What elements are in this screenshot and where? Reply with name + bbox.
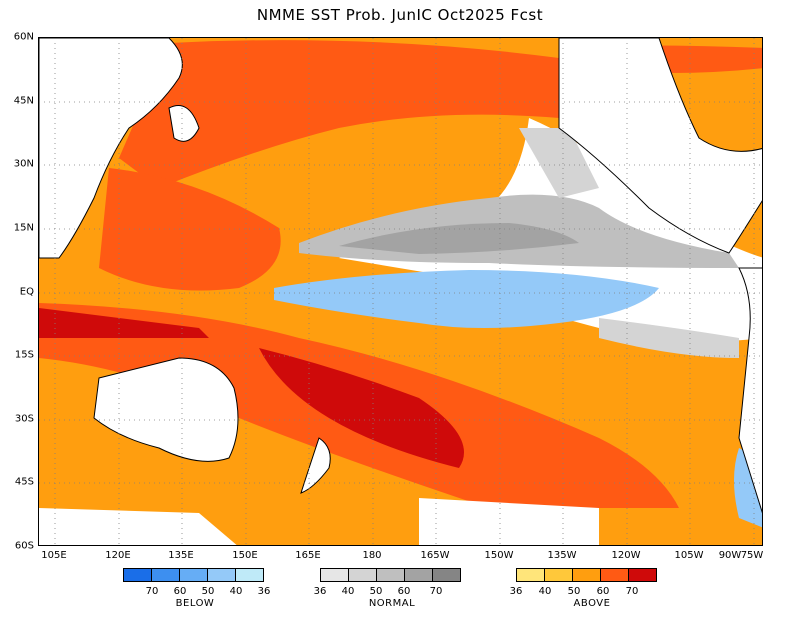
legend-normal-label: 60 <box>397 586 411 597</box>
lon-label-135w: 135W <box>547 550 577 561</box>
lon-label-135e: 135E <box>168 550 194 561</box>
legend-above-swatch <box>516 568 545 582</box>
lon-label-150w: 150W <box>484 550 514 561</box>
japan-landmass <box>168 105 200 142</box>
sst-probability-map <box>38 37 763 546</box>
map-title: NMME SST Prob. JunIC Oct2025 Fcst <box>256 6 544 24</box>
lon-label-90w: 90W <box>718 550 742 561</box>
lon-label-180: 180 <box>362 550 382 561</box>
legend-below-swatch <box>151 568 180 582</box>
normal-40-region <box>519 128 599 198</box>
legend-below-swatch <box>207 568 236 582</box>
graticule <box>39 38 762 545</box>
southeast-normal-region <box>599 318 739 358</box>
south-america-landmass <box>738 267 762 514</box>
lat-label-45n: 45N <box>13 95 34 107</box>
legend-above-swatch <box>544 568 573 582</box>
asia-landmass <box>39 38 183 259</box>
legend-normal-label: 36 <box>313 586 327 597</box>
legend-above-label: 60 <box>596 586 610 597</box>
new-zealand-landmass <box>300 437 331 494</box>
legend-above-bar <box>516 568 657 582</box>
normal-60-region <box>339 223 579 254</box>
legend-normal-label: 70 <box>429 586 443 597</box>
lon-label-120e: 120E <box>105 550 131 561</box>
legend-below-name: BELOW <box>175 598 215 609</box>
map-canvas <box>39 38 762 545</box>
legend-below-swatch <box>235 568 264 582</box>
lat-label-30n: 30N <box>13 158 34 170</box>
legend-below-label: 50 <box>201 586 215 597</box>
lon-label-150e: 150E <box>232 550 258 561</box>
legend-below-swatch <box>123 568 152 582</box>
legend-normal-name: NORMAL <box>368 598 416 609</box>
lon-label-165w: 165W <box>420 550 450 561</box>
indonesian-hot-region <box>39 308 209 338</box>
legend-below-label: 70 <box>145 586 159 597</box>
legend-normal-swatch <box>320 568 349 582</box>
southern-ocean-neutral-region <box>419 498 599 545</box>
lon-label-165e: 165E <box>295 550 321 561</box>
lon-label-75w: 75W <box>740 550 764 561</box>
australia-landmass <box>93 357 239 462</box>
lat-label-15s: 15S <box>14 349 34 361</box>
legend-above-label: 50 <box>567 586 581 597</box>
lat-label-45s: 45S <box>14 476 34 488</box>
legend-below-label: 36 <box>257 586 271 597</box>
southwest-neutral-region <box>39 508 237 545</box>
legend-normal-swatch <box>376 568 405 582</box>
lon-label-105e: 105E <box>41 550 67 561</box>
lat-label-60s: 60S <box>14 540 34 552</box>
legend-above-swatch <box>628 568 657 582</box>
legend-above-name: ABOVE <box>573 598 611 609</box>
legend-above-label: 36 <box>509 586 523 597</box>
legend-below-label: 60 <box>173 586 187 597</box>
legend-normal-swatch <box>432 568 461 582</box>
legend-normal-label: 40 <box>341 586 355 597</box>
legend-normal-label: 50 <box>369 586 383 597</box>
southwest-pacific-hot-region <box>259 348 464 468</box>
legend-below-bar <box>123 568 264 582</box>
lat-label-30s: 30S <box>14 413 34 425</box>
lat-label-15n: 15N <box>13 222 34 234</box>
north-pacific-warm-region <box>119 40 559 189</box>
lon-label-120w: 120W <box>611 550 641 561</box>
lat-label-60n: 60N <box>13 31 34 43</box>
legend-below-label: 40 <box>229 586 243 597</box>
legend-above-swatch <box>572 568 601 582</box>
lat-label-eq: EQ <box>19 286 34 298</box>
legend-above-label: 40 <box>538 586 552 597</box>
legend-normal-swatch <box>404 568 433 582</box>
lon-label-105w: 105W <box>674 550 704 561</box>
legend-normal-bar <box>320 568 461 582</box>
legend-above-label: 70 <box>625 586 639 597</box>
legend-above-swatch <box>600 568 629 582</box>
legend-below-swatch <box>179 568 208 582</box>
legend-normal-swatch <box>348 568 377 582</box>
